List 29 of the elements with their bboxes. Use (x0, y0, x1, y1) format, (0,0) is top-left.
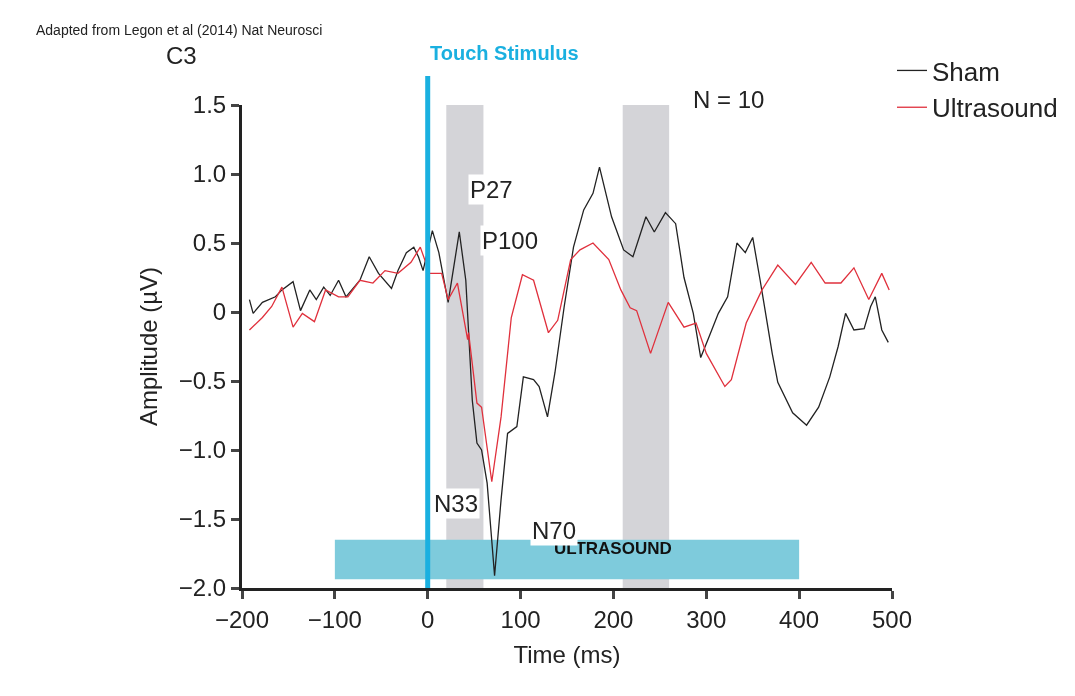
x-tick-label: 200 (593, 605, 634, 633)
y-tick-label: −2.0 (178, 574, 227, 602)
x-tick-label: −100 (307, 605, 362, 633)
y-tick-label: −0.5 (178, 367, 227, 395)
x-tick-label: 500 (871, 605, 913, 633)
y-tick-label: −1.0 (178, 436, 227, 464)
annotation: P100 (482, 227, 539, 254)
legend-label: Ultrasound (932, 93, 1058, 124)
line-series (248, 166, 889, 577)
x-tick-label: 0 (421, 605, 435, 633)
ref-line-label: Touch Stimulus (430, 42, 579, 64)
y-axis-title: Amplitude (µV) (134, 266, 162, 427)
y-tick-label: 0.5 (192, 229, 227, 257)
text: Adapted from Legon et al (2014) Nat Neurosci (36, 22, 323, 38)
x-tick-label: 400 (779, 605, 820, 633)
x-axis-title: Time (ms) (513, 641, 621, 669)
annotation: P27 (470, 176, 513, 203)
text: C3 (166, 42, 197, 69)
x-tick-label: 100 (500, 605, 541, 633)
y-tick-label: −1.5 (178, 505, 227, 533)
x-tick-label: −200 (214, 605, 270, 633)
x-tick-label: 300 (686, 605, 727, 633)
legend-label: Sham (932, 56, 1000, 87)
annotation: N70 (532, 517, 577, 544)
annotation: N33 (434, 490, 479, 517)
y-tick-label: 1.0 (192, 160, 227, 188)
y-tick-label: 0 (212, 298, 227, 326)
y-tick-label: 1.5 (192, 91, 227, 119)
annotation: N = 10 (693, 86, 765, 113)
